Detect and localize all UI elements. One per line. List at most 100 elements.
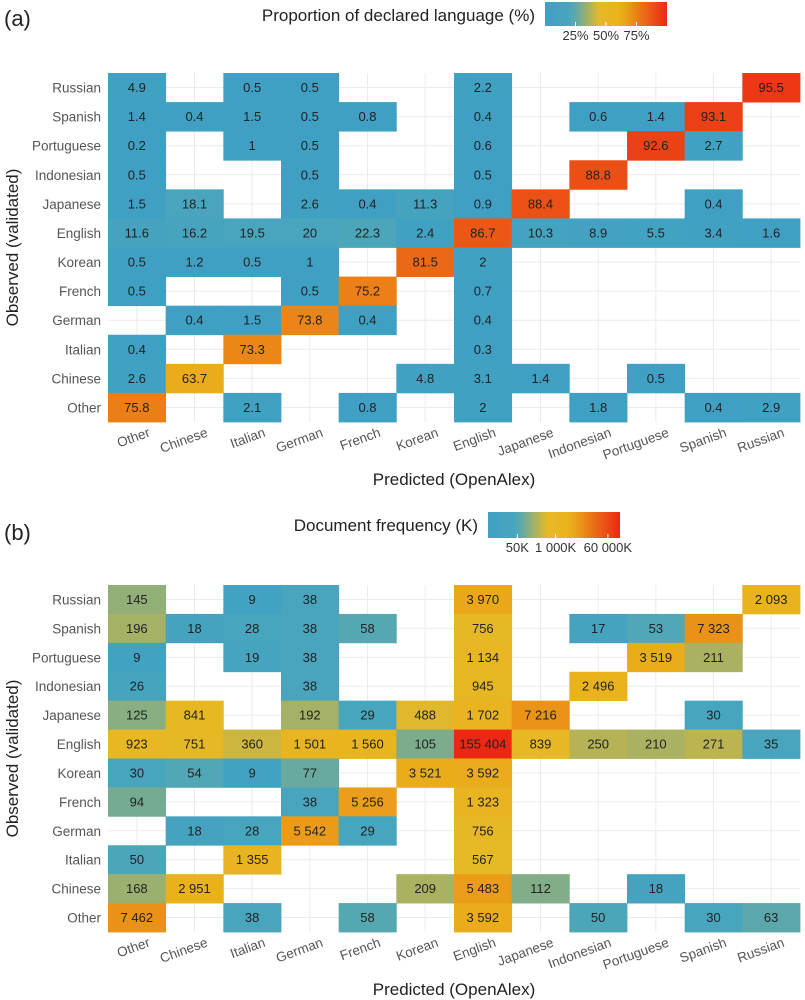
heatmap-cell — [742, 729, 801, 759]
heatmap-cell — [569, 671, 628, 702]
cell-value-label: 35 — [764, 737, 778, 752]
heatmap-cell — [569, 102, 628, 132]
cell-value-label: 18.1 — [182, 196, 207, 211]
heatmap-cell — [454, 102, 513, 132]
cell-value-label: 38 — [303, 621, 317, 636]
cell-value-label: 0.4 — [185, 313, 203, 328]
x-tick-label: German — [274, 425, 325, 456]
cell-value-label: 5 483 — [467, 881, 500, 896]
y-tick-label: Russian — [52, 592, 101, 607]
heatmap-cell — [569, 613, 628, 644]
cell-value-label: 945 — [472, 679, 494, 694]
cell-value-label: 93.1 — [701, 109, 726, 124]
y-tick-label: English — [57, 737, 101, 752]
cell-value-label: 88.4 — [528, 196, 553, 211]
x-tick-label: Italian — [228, 425, 267, 451]
cell-value-label: 30 — [130, 765, 144, 780]
cell-value-label: 0.8 — [358, 109, 376, 124]
cell-value-label: 0.4 — [358, 196, 376, 211]
heatmap-cell — [281, 102, 340, 132]
cell-value-label: 2 — [479, 400, 486, 415]
heatmap-cell — [454, 334, 513, 365]
heatmap-cell — [223, 642, 282, 673]
heatmap-cell — [684, 700, 743, 730]
heatmap-cell — [454, 729, 513, 759]
heatmap-cell — [396, 218, 455, 248]
heatmap-cell — [165, 613, 224, 644]
heatmap-cell — [684, 903, 743, 933]
heatmap-cell — [569, 729, 628, 759]
y-axis-title: Observed (validated) — [3, 680, 22, 838]
cell-value-label: 488 — [414, 708, 436, 723]
heatmap-cell — [569, 392, 628, 423]
cell-value-label: 360 — [241, 737, 263, 752]
heatmap-cell — [108, 247, 167, 277]
heatmap-cell — [454, 758, 513, 788]
heatmap-cell — [684, 131, 743, 161]
heatmap-cell — [108, 276, 167, 307]
heatmap-cell — [108, 392, 167, 423]
heatmap-cell — [627, 131, 686, 161]
heatmap-cell — [684, 102, 743, 132]
heatmap-cell — [223, 729, 282, 759]
heatmap-cell — [223, 758, 282, 788]
cell-value-label: 3 970 — [467, 592, 500, 607]
cell-value-label: 2.6 — [301, 196, 319, 211]
heatmap-cell — [511, 363, 570, 394]
cell-value-label: 63.7 — [182, 371, 207, 386]
cell-value-label: 0.4 — [185, 109, 203, 124]
heatmap-cell — [281, 729, 340, 759]
heatmap-cell — [742, 903, 801, 933]
x-tick-label: Chinese — [158, 425, 210, 456]
cell-value-label: 63 — [764, 910, 778, 925]
heatmap-cell — [684, 189, 743, 219]
heatmap-cell — [454, 160, 513, 190]
heatmap-cell — [338, 816, 397, 846]
heatmap-cell — [223, 247, 282, 277]
cell-value-label: 923 — [126, 737, 148, 752]
x-tick-label: Other — [115, 425, 152, 451]
heatmap-cell — [165, 729, 224, 759]
x-tick-label: Korean — [394, 425, 440, 454]
heatmap-cell — [281, 585, 340, 615]
y-tick-label: Japanese — [42, 708, 101, 723]
heatmap-cell — [281, 642, 340, 673]
heatmap-cell — [454, 816, 513, 846]
x-tick-label: Italian — [228, 935, 267, 961]
heatmap-cell — [454, 276, 513, 307]
heatmap-cell — [684, 642, 743, 673]
heatmap-cell — [281, 305, 340, 336]
heatmap-cell — [338, 903, 397, 933]
x-tick-label: Spanish — [678, 935, 729, 966]
heatmap-cell — [338, 729, 397, 759]
cell-value-label: 1.5 — [243, 109, 261, 124]
heatmap-cell — [684, 392, 743, 423]
cell-value-label: 2 — [479, 255, 486, 270]
cell-value-label: 0.5 — [243, 80, 261, 95]
cell-value-label: 50 — [591, 910, 605, 925]
heatmap-cell — [165, 874, 224, 904]
heatmap-cell — [223, 131, 282, 161]
cell-value-label: 9 — [249, 765, 256, 780]
cell-value-label: 86.7 — [470, 225, 495, 240]
heatmap-cell — [165, 247, 224, 277]
x-tick-label: Russian — [735, 935, 786, 966]
heatmap-cell — [108, 642, 167, 673]
cell-value-label: 2 093 — [755, 592, 788, 607]
heatmap-cell — [338, 613, 397, 644]
heatmap-cell — [454, 845, 513, 875]
heatmap-cell — [108, 729, 167, 759]
cell-value-label: 0.3 — [474, 342, 492, 357]
cell-value-label: 53 — [649, 621, 663, 636]
heatmap-cell — [454, 131, 513, 161]
cell-value-label: 7 216 — [524, 708, 557, 723]
cell-value-label: 95.5 — [759, 80, 784, 95]
panel-letter: (b) — [4, 520, 31, 545]
cell-value-label: 0.4 — [358, 313, 376, 328]
cell-value-label: 75.8 — [124, 400, 149, 415]
cell-value-label: 1 134 — [467, 650, 500, 665]
cell-value-label: 73.8 — [297, 313, 322, 328]
y-tick-label: French — [59, 795, 101, 810]
heatmap-cell — [569, 218, 628, 248]
cell-value-label: 1 702 — [467, 708, 500, 723]
